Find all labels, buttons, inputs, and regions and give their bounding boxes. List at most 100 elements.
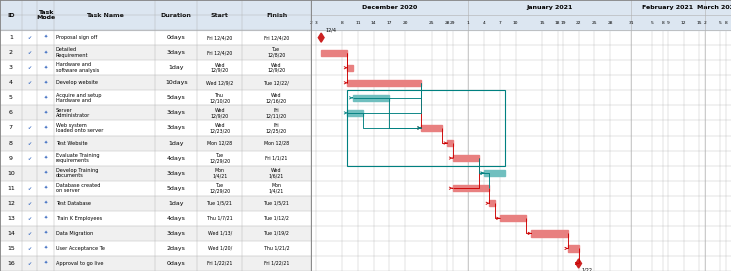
Text: 4: 4 [9,80,13,85]
Text: 2: 2 [309,21,312,25]
Text: Test Website: Test Website [56,141,88,146]
Text: 12: 12 [681,21,686,25]
Text: 7: 7 [9,125,13,130]
Text: Fri 1/1/21: Fri 1/1/21 [265,156,288,161]
Bar [421,125,442,131]
Text: 11: 11 [7,186,15,191]
Text: Train K Employees: Train K Employees [56,216,102,221]
Bar [0,241,311,256]
Polygon shape [576,259,582,268]
Text: Acquire and setup
Hardware and: Acquire and setup Hardware and [56,93,102,103]
Text: Fri
12/25/20: Fri 12/25/20 [266,123,287,133]
Text: 15: 15 [697,21,702,25]
Bar [347,110,363,116]
Text: ✦: ✦ [44,110,48,115]
Bar [0,120,311,136]
Text: 3days: 3days [167,171,186,176]
Text: 18: 18 [555,21,561,25]
Bar [0,166,311,181]
Text: 1day: 1day [169,201,184,206]
Text: Proposal sign off: Proposal sign off [56,35,97,40]
Text: 17: 17 [387,21,393,25]
Text: Detailed
Requirement: Detailed Requirement [56,47,88,58]
Text: 22: 22 [576,21,581,25]
Text: 5: 5 [651,21,654,25]
Bar [0,60,311,75]
Text: Duration: Duration [161,12,192,18]
Text: Fri 12/4/20: Fri 12/4/20 [207,35,232,40]
Text: 5days: 5days [167,186,186,191]
Text: 29: 29 [450,21,455,25]
Text: 20: 20 [403,21,408,25]
Text: Wed
12/9/20: Wed 12/9/20 [211,108,229,118]
Text: Tue 12/22/: Tue 12/22/ [264,80,289,85]
Text: ✔: ✔ [28,156,31,161]
Text: ✔: ✔ [28,246,31,251]
Text: Task Name: Task Name [86,12,124,18]
Text: Fri 12/4/20: Fri 12/4/20 [207,50,232,55]
Text: ✦: ✦ [44,141,48,146]
Text: January 2021: January 2021 [526,5,573,10]
Text: Mon
1/4/21: Mon 1/4/21 [212,168,227,178]
Text: Tue
12/29/20: Tue 12/29/20 [209,183,230,193]
Bar [484,170,505,176]
Text: 8: 8 [9,141,13,146]
Text: Web system
loaded onto server: Web system loaded onto server [56,123,103,133]
Text: 5: 5 [9,95,13,100]
Text: Hardware and
software analysis: Hardware and software analysis [56,62,99,73]
Text: ✦: ✦ [44,125,48,130]
Text: Approval to go live: Approval to go live [56,261,103,266]
Text: Thu
12/10/20: Thu 12/10/20 [209,93,230,103]
Text: Mon 12/28: Mon 12/28 [264,141,289,146]
Text: Database created
on server: Database created on server [56,183,100,193]
Text: 0days: 0days [167,261,186,266]
Bar [489,200,495,207]
Text: Mon
1/4/21: Mon 1/4/21 [269,183,284,193]
Text: 3days: 3days [167,110,186,115]
Text: 5: 5 [719,21,722,25]
Text: 1day: 1day [169,65,184,70]
Text: ✦: ✦ [44,156,48,161]
Text: Server
Administrator: Server Administrator [56,108,90,118]
Text: 28: 28 [607,21,613,25]
Text: ✔: ✔ [28,35,31,40]
Text: 3days: 3days [167,50,186,55]
Text: Tue
12/29/20: Tue 12/29/20 [209,153,230,163]
Text: 12/4: 12/4 [325,28,336,33]
Text: ✦: ✦ [44,35,48,40]
Bar [500,215,526,221]
Bar [0,181,311,196]
Text: ✔: ✔ [28,50,31,55]
Text: 4days: 4days [167,156,186,161]
Bar [568,245,579,251]
Bar [452,185,489,191]
Bar [0,151,311,166]
Text: 25: 25 [591,21,597,25]
Text: 31: 31 [629,21,634,25]
Text: ✔: ✔ [28,231,31,236]
Text: 16: 16 [7,261,15,266]
Text: 3days: 3days [167,231,186,236]
Text: 3: 3 [9,65,13,70]
Text: 1: 1 [467,21,470,25]
Text: ID: ID [7,12,15,18]
Text: Thu 1/7/21: Thu 1/7/21 [207,216,232,221]
Text: 8: 8 [662,21,664,25]
Bar [347,80,421,86]
Text: 7: 7 [499,21,501,25]
Text: 13: 13 [7,216,15,221]
Text: 15: 15 [7,246,15,251]
Text: 1/22: 1/22 [581,267,592,271]
Text: Wed
12/9/20: Wed 12/9/20 [268,63,286,73]
Text: 14: 14 [7,231,15,236]
Text: User Acceptance Te: User Acceptance Te [56,246,105,251]
Text: 6: 6 [9,110,13,115]
Text: ✔: ✔ [28,80,31,85]
Bar [0,256,311,271]
Bar [321,50,347,56]
Bar [452,155,479,161]
Text: February 2021: February 2021 [643,5,694,10]
Text: 5days: 5days [167,95,186,100]
Text: 2days: 2days [167,246,186,251]
Text: Finish: Finish [266,12,287,18]
